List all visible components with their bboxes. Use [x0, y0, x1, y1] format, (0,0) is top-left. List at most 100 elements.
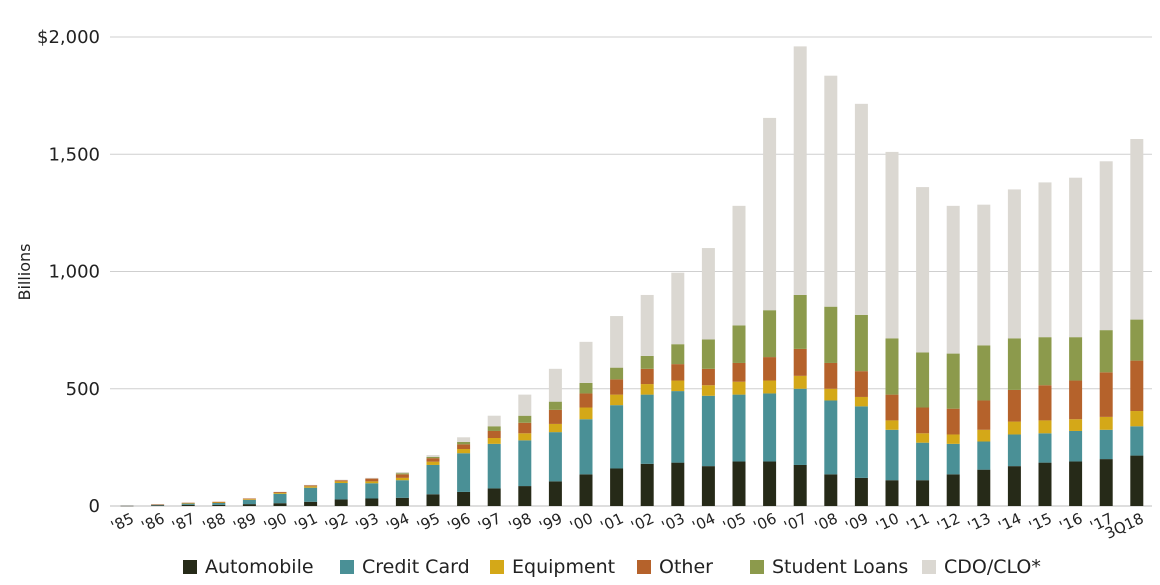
y-axis-ticks: 0 500 1,000 1,500 $2,000 — [37, 27, 100, 517]
bar-segment — [426, 458, 440, 462]
bar-segment — [640, 384, 654, 395]
bar-segment — [824, 400, 838, 475]
bar-segment — [701, 248, 715, 340]
bar-segment — [885, 394, 899, 421]
bar-segment — [334, 479, 348, 481]
x-tick-label: '12 — [934, 509, 963, 535]
bar-segment — [732, 362, 746, 382]
bar-segment — [701, 339, 715, 369]
bar-segment — [763, 461, 777, 506]
x-tick-label: '01 — [598, 509, 627, 535]
bar-segment — [457, 441, 471, 445]
bar-segment — [487, 488, 501, 506]
bar-segment — [885, 151, 899, 339]
legend: Automobile Credit Card Equipment Other Stude… — [0, 556, 1160, 582]
bar-segment — [426, 456, 440, 459]
bar-segment — [610, 405, 624, 469]
bar-segment — [671, 272, 685, 345]
legend-item: Equipment — [490, 556, 615, 578]
bar-segment — [885, 429, 899, 481]
bar-segment — [518, 394, 532, 416]
bar-segment — [640, 368, 654, 385]
bar-segment — [763, 380, 777, 394]
bar-segment — [181, 503, 195, 505]
bar-segment — [854, 314, 868, 372]
bar-segment — [977, 469, 991, 506]
bar-segment — [304, 487, 318, 502]
bar-segment — [181, 504, 195, 506]
bar-segment — [946, 408, 960, 435]
bar-segment — [1130, 411, 1144, 427]
bar-segment — [518, 486, 532, 506]
x-tick-label: '93 — [353, 509, 382, 535]
legend-item: Credit Card — [340, 556, 470, 578]
bar-segment — [487, 443, 501, 489]
bar-segment — [579, 474, 593, 506]
bar-segment — [916, 352, 930, 408]
bar-segment — [916, 433, 930, 443]
bar-segment — [885, 420, 899, 430]
bar-segment — [610, 468, 624, 506]
bar-segment — [1130, 360, 1144, 412]
x-tick-label: '89 — [230, 509, 259, 535]
bar-segment — [181, 503, 195, 504]
bar-segment — [1069, 380, 1083, 420]
bar-segment — [793, 375, 807, 389]
bar-segment — [1130, 319, 1144, 361]
x-tick-label: '94 — [383, 509, 412, 535]
bar-segment — [579, 407, 593, 420]
bar-segment — [395, 471, 409, 474]
bar-segment — [304, 501, 318, 506]
x-tick-label: '96 — [445, 509, 474, 535]
bar-segment — [640, 463, 654, 506]
bar-segment — [487, 437, 501, 444]
bar-segment — [334, 481, 348, 484]
bar-segment — [548, 368, 562, 402]
bar-segment — [426, 464, 440, 495]
x-tick-label: '15 — [1026, 509, 1055, 535]
y-tick-label: 0 — [89, 496, 100, 517]
bar-segment — [854, 396, 868, 407]
bar-segment — [365, 498, 379, 506]
x-tick-label: '86 — [139, 509, 168, 535]
bar-segment — [518, 440, 532, 487]
bar-segment — [732, 461, 746, 506]
bar-segment — [426, 461, 440, 465]
legend-swatch — [922, 560, 936, 574]
legend-swatch — [750, 560, 764, 574]
bar-segment — [1038, 462, 1052, 506]
bar-segment — [885, 480, 899, 506]
x-axis-ticks: '85'86'87'88'89'90'91'92'93'94'95'96'97 '… — [108, 509, 1146, 542]
bar-segment — [579, 382, 593, 394]
bar-segment — [763, 357, 777, 381]
legend-label: Automobile — [205, 556, 314, 578]
bar-segment — [457, 453, 471, 492]
bar-segment — [732, 381, 746, 395]
bar-segment — [151, 504, 165, 506]
bar-segment — [273, 503, 287, 506]
bar-segment — [977, 345, 991, 401]
bar-segment — [1130, 426, 1144, 456]
bar-segment — [212, 501, 226, 503]
bar-segment — [1007, 338, 1021, 390]
bar-segment — [426, 455, 440, 457]
x-tick-label: '87 — [169, 509, 198, 535]
bar-segment — [1069, 461, 1083, 506]
bar-segment — [487, 415, 501, 427]
bar-segment — [640, 294, 654, 356]
bar-segment — [242, 504, 256, 506]
bar-segment — [548, 401, 562, 410]
y-tick-label: 500 — [66, 379, 100, 400]
bar-segment — [854, 477, 868, 506]
legend-item: Other — [637, 556, 713, 578]
bar-segment — [793, 388, 807, 465]
x-tick-label: '97 — [475, 509, 504, 535]
bar-segment — [732, 205, 746, 326]
bar-segment — [1007, 189, 1021, 339]
legend-swatch — [183, 560, 197, 574]
bar-segment — [457, 491, 471, 506]
bar-segment — [671, 380, 685, 392]
bar-segment — [885, 338, 899, 395]
